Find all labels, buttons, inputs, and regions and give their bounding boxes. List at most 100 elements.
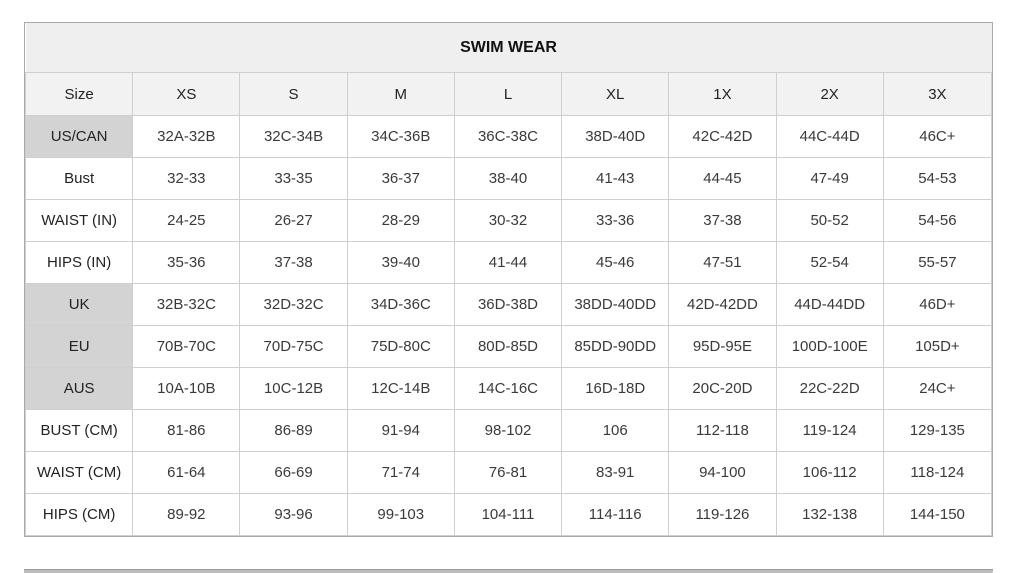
table-cell: 36D-38D [453,283,563,326]
table-cell: 10A-10B [132,367,241,410]
table-cell: 106-112 [775,451,884,494]
table-cell: 12C-14B [346,367,455,410]
table-cell: 95D-95E [668,325,777,368]
table-cell: 89-92 [132,493,241,536]
table-cell: 32A-32B [132,115,241,158]
table-cell: 34C-36B [346,115,455,158]
row-label: Bust [24,157,134,200]
divider [24,569,993,573]
table-cell: 32B-32C [132,283,241,326]
table-cell: 76-81 [453,451,563,494]
table-cell: 83-91 [561,451,670,494]
table-cell: 32C-34B [239,115,348,158]
table-cell: 86-89 [239,409,348,452]
table-title: SWIM WEAR [25,23,992,73]
table-cell: 75D-80C [346,325,455,368]
table-cell: 24C+ [882,367,993,410]
table-cell: 22C-22D [775,367,884,410]
table-cell: 44D-44DD [775,283,884,326]
size-column-header: XS [132,72,241,116]
table-cell: 45-46 [561,241,670,284]
row-label: HIPS (CM) [24,493,134,536]
table-cell: 38D-40D [561,115,670,158]
row-label: HIPS (IN) [24,241,134,284]
table-cell: 34D-36C [346,283,455,326]
table-cell: 66-69 [239,451,348,494]
table-cell: 47-51 [668,241,777,284]
table-cell: 39-40 [346,241,455,284]
table-cell: 33-35 [239,157,348,200]
table-cell: 37-38 [668,199,777,242]
table-cell: 54-53 [882,157,993,200]
row-label: UK [24,283,134,326]
size-column-header: XL [561,72,670,116]
table-cell: 16D-18D [561,367,670,410]
size-chart: SWIM WEAR Size XS S M L XL 1X 2X 3X US/CAN 32A-32… [24,22,993,537]
row-label: EU [24,325,134,368]
row-label: AUS [24,367,134,410]
table-cell: 28-29 [346,199,455,242]
table-row: BUST (CM) 81-86 86-89 91-94 98-102 106 112-118… [24,409,993,452]
table-cell: 99-103 [346,493,455,536]
table-cell: 46D+ [882,283,993,326]
table-cell: 36C-38C [453,115,563,158]
table-cell: 94-100 [668,451,777,494]
size-column-header: M [346,72,455,116]
table-cell: 41-44 [453,241,563,284]
table-row: HIPS (CM) 89-92 93-96 99-103 104-111 114-116 1… [24,493,993,536]
table-cell: 33-36 [561,199,670,242]
title-row: SWIM WEAR [25,23,992,73]
table-cell: 119-126 [668,493,777,536]
table-cell: 54-56 [882,199,993,242]
table-cell: 32-33 [132,157,241,200]
table-cell: 71-74 [346,451,455,494]
table-cell: 42D-42DD [668,283,777,326]
table-cell: 10C-12B [239,367,348,410]
row-label: WAIST (IN) [24,199,134,242]
table-cell: 105D+ [882,325,993,368]
size-column-header: 1X [668,72,777,116]
table-row: HIPS (IN) 35-36 37-38 39-40 41-44 45-46 47-51 5… [24,241,993,284]
table-cell: 38-40 [453,157,563,200]
table-cell: 70D-75C [239,325,348,368]
table-cell: 100D-100E [775,325,884,368]
table-cell: 104-111 [453,493,563,536]
table-cell: 144-150 [882,493,993,536]
table-row: AUS 10A-10B 10C-12B 12C-14B 14C-16C 16D-18D 20… [24,367,993,410]
table-cell: 129-135 [882,409,993,452]
table-cell: 32D-32C [239,283,348,326]
table-cell: 61-64 [132,451,241,494]
table-cell: 24-25 [132,199,241,242]
table-cell: 70B-70C [132,325,241,368]
size-column-header: S [239,72,348,116]
table-cell: 119-124 [775,409,884,452]
table-row: UK 32B-32C 32D-32C 34D-36C 36D-38D 38DD-40DD 4… [24,283,993,326]
table-cell: 85DD-90DD [561,325,670,368]
row-label: US/CAN [24,115,134,158]
table-cell: 37-38 [239,241,348,284]
row-label: BUST (CM) [24,409,134,452]
table-cell: 44C-44D [775,115,884,158]
table-cell: 112-118 [668,409,777,452]
table-cell: 20C-20D [668,367,777,410]
header-row: Size XS S M L XL 1X 2X 3X [24,72,993,116]
table-cell: 42C-42D [668,115,777,158]
table-cell: 91-94 [346,409,455,452]
table-cell: 26-27 [239,199,348,242]
table-cell: 106 [561,409,670,452]
table-cell: 41-43 [561,157,670,200]
table-cell: 80D-85D [453,325,563,368]
table-row: WAIST (CM) 61-64 66-69 71-74 76-81 83-91 94-10… [24,451,993,494]
size-column-header: 2X [775,72,884,116]
table-cell: 44-45 [668,157,777,200]
size-table: SWIM WEAR Size XS S M L XL 1X 2X 3X US/CAN 32A-32… [24,23,993,536]
table-cell: 36-37 [346,157,455,200]
size-column-header: L [453,72,563,116]
table-row: WAIST (IN) 24-25 26-27 28-29 30-32 33-36 37-38… [24,199,993,242]
table-cell: 35-36 [132,241,241,284]
table-cell: 98-102 [453,409,563,452]
table-cell: 118-124 [882,451,993,494]
table-cell: 14C-16C [453,367,563,410]
table-cell: 55-57 [882,241,993,284]
size-column-header: 3X [882,72,993,116]
